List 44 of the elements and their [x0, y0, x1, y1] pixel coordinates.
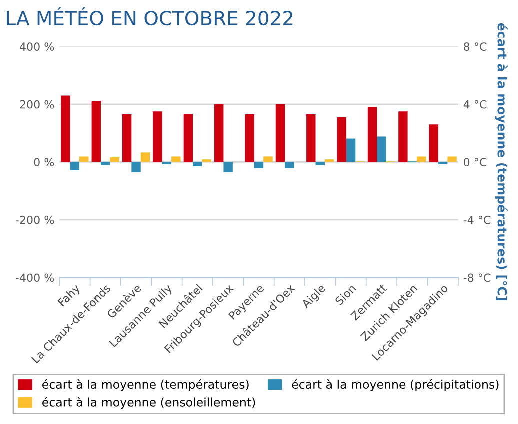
bar	[417, 156, 426, 162]
bar	[448, 156, 457, 162]
y-tick-label: 400 %	[20, 42, 54, 52]
bar	[254, 162, 264, 168]
bar	[398, 112, 408, 162]
bar	[184, 114, 194, 162]
bar	[264, 156, 273, 162]
legend-label: écart à la moyenne (précipitations)	[292, 379, 499, 392]
bar	[153, 112, 162, 162]
bar	[193, 162, 202, 167]
bar	[202, 160, 212, 162]
bar	[110, 158, 120, 162]
bar	[285, 162, 294, 168]
chart-title: LA MÉTÉO EN OCTOBRE 2022	[7, 7, 293, 26]
bar	[92, 102, 101, 162]
y2-tick-label: 4 °C	[464, 100, 487, 109]
y-tick-label: 200 %	[20, 100, 54, 109]
bar	[224, 162, 233, 172]
bar	[316, 162, 325, 166]
bar	[140, 152, 150, 162]
y2-tick-label: 0 °C	[464, 158, 487, 167]
y-tick-label: -400 %	[16, 274, 54, 282]
bar	[70, 162, 80, 171]
legend-label: écart à la moyenne (ensoleillement)	[42, 397, 256, 410]
bar	[245, 114, 254, 162]
y-tick-label: -200 %	[16, 216, 54, 224]
legend-label: écart à la moyenne (températures)	[42, 379, 249, 392]
bar	[429, 124, 438, 162]
bar	[132, 162, 141, 172]
bar	[61, 96, 70, 162]
bar	[122, 114, 132, 162]
bar	[172, 156, 181, 162]
bar	[368, 107, 378, 162]
bar	[100, 162, 110, 166]
y-tick-label: 0 %	[34, 158, 54, 167]
y2-tick-label: -4 °C	[464, 216, 491, 224]
bar	[306, 114, 316, 162]
y2-tick-label: 8 °C	[464, 42, 487, 52]
bar	[214, 104, 224, 162]
bar	[276, 104, 286, 162]
y2-axis-title: écart à la moyenne (températures) [°C]	[495, 23, 508, 300]
y2-tick-label: -8 °C	[464, 274, 491, 282]
bar	[324, 160, 334, 162]
bar	[80, 156, 89, 162]
